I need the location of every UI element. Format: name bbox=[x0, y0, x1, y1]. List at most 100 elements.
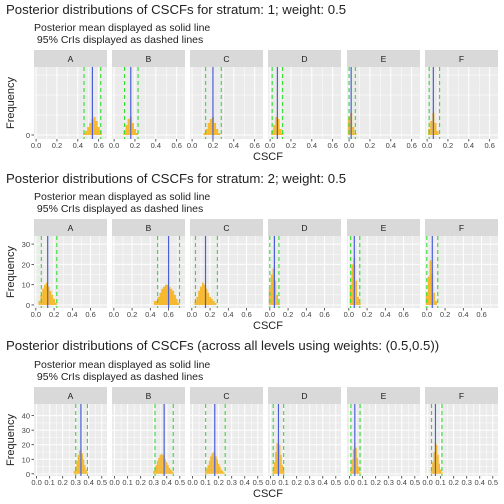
facet-strip-label: F bbox=[459, 54, 464, 64]
histogram-bar bbox=[223, 472, 225, 474]
x-tick-label: 0.4 bbox=[397, 478, 407, 487]
facet-strip-label: A bbox=[68, 391, 74, 401]
histogram-bar bbox=[272, 469, 274, 474]
histogram-bar bbox=[204, 470, 207, 474]
x-tick-label: 0.0 bbox=[31, 478, 41, 487]
histogram-bar bbox=[275, 117, 278, 135]
facet-strip-label: F bbox=[459, 223, 464, 233]
facet-panel-bg bbox=[347, 67, 420, 139]
chart-block-2: Posterior distributions of CSCFs for str… bbox=[5, 171, 498, 332]
chart-block-3: Posterior distributions of CSCFs (across… bbox=[5, 338, 498, 500]
x-tick-label: 0.6 bbox=[406, 141, 416, 150]
histogram-bar bbox=[435, 300, 437, 305]
histogram-bar bbox=[162, 454, 164, 474]
facet-strip-label: B bbox=[146, 223, 152, 233]
histogram-bar bbox=[358, 466, 360, 474]
facet-strip bbox=[347, 387, 420, 404]
x-axis-label: CSCF bbox=[253, 320, 283, 332]
histogram-bar bbox=[219, 466, 221, 474]
histogram-bar bbox=[127, 119, 130, 135]
x-tick-label: 0.1 bbox=[357, 478, 367, 487]
facet-strip bbox=[190, 387, 263, 404]
histogram-bar bbox=[203, 284, 206, 305]
histogram-bar bbox=[205, 129, 208, 135]
histogram-bar bbox=[131, 123, 134, 135]
facet-panel-B: B 0.0 0.2 0.4 0.6 bbox=[109, 50, 185, 150]
histogram-bar bbox=[164, 459, 167, 474]
histogram-bar bbox=[159, 454, 161, 474]
facet-strip bbox=[425, 50, 498, 67]
x-tick-label: 0.0 bbox=[344, 478, 354, 487]
chart-title: Posterior distributions of CSCFs for str… bbox=[6, 171, 346, 186]
chart-title: Posterior distributions of CSCFs for str… bbox=[6, 2, 346, 17]
x-tick-label: 0.5 bbox=[331, 478, 341, 487]
histogram-bar bbox=[153, 470, 155, 474]
histogram-bar bbox=[425, 292, 428, 305]
histogram-bar bbox=[210, 298, 213, 305]
y-tick-label: 0 bbox=[26, 301, 30, 310]
facet-panel-A: A 0.0 0.2 0.4 0.6 0 10 20 30 bbox=[22, 219, 107, 319]
facet-panel-bg bbox=[34, 404, 107, 476]
histogram-bar bbox=[93, 117, 96, 135]
y-axis-label: Frequency bbox=[5, 246, 17, 298]
histogram-bar bbox=[135, 133, 139, 135]
x-tick-label: 0.3 bbox=[461, 478, 471, 487]
x-tick-label: 0.2 bbox=[52, 141, 62, 150]
x-tick-label: 0.6 bbox=[398, 310, 408, 319]
x-tick-label: 0.0 bbox=[31, 310, 41, 319]
chart-subtitle-line: Posterior mean displayed as solid line bbox=[34, 22, 210, 34]
histogram-bar bbox=[51, 294, 54, 305]
histogram-bar bbox=[351, 264, 354, 305]
x-tick-label: 0.5 bbox=[97, 478, 107, 487]
x-tick-label: 0.3 bbox=[383, 478, 393, 487]
histogram-bar bbox=[206, 468, 208, 474]
facet-panel-E: E 0.0 0.2 0.4 0.6 bbox=[344, 219, 420, 319]
histogram-bar bbox=[38, 300, 41, 305]
chart-block-1: Posterior distributions of CSCFs for str… bbox=[5, 2, 498, 163]
facet-strip-label: C bbox=[223, 391, 229, 401]
facet-strip-label: A bbox=[68, 223, 74, 233]
histogram-bar bbox=[279, 129, 282, 135]
x-tick-label: 0.4 bbox=[67, 310, 77, 319]
facet-panel-C: C 0.0 0.2 0.4 0.6 bbox=[187, 219, 263, 319]
histogram-bar bbox=[352, 449, 355, 474]
x-tick-label: 0.6 bbox=[476, 310, 486, 319]
facet-strip bbox=[425, 219, 498, 236]
facet-strip-label: B bbox=[146, 54, 152, 64]
y-tick-label: 0 bbox=[26, 131, 30, 140]
histogram-bar bbox=[198, 290, 201, 305]
x-tick-label: 0.4 bbox=[151, 141, 161, 150]
histogram-bar bbox=[85, 469, 87, 474]
facet-strip bbox=[347, 50, 420, 67]
x-tick-label: 0.4 bbox=[84, 478, 94, 487]
facet-panel-F: F 0.0 0.1 0.2 0.3 0.4 0.5 bbox=[422, 387, 498, 487]
histogram-bar bbox=[45, 282, 48, 305]
facet-panel-F: F 0.0 0.2 0.4 0.6 bbox=[422, 219, 498, 319]
histogram-bar bbox=[277, 119, 280, 135]
x-tick-label: 0.6 bbox=[327, 141, 337, 150]
facet-strip bbox=[268, 219, 341, 236]
chart-subtitle-line: Posterior mean displayed as solid line bbox=[34, 359, 210, 371]
histogram-bar bbox=[436, 131, 439, 135]
x-tick-label: 0.0 bbox=[265, 310, 275, 319]
facet-panel-B: B 0.0 0.2 0.4 0.6 bbox=[109, 219, 185, 319]
histogram-bar bbox=[78, 450, 81, 474]
x-tick-label: 0.4 bbox=[380, 310, 390, 319]
x-tick-label: 0.0 bbox=[422, 141, 432, 150]
chart-subtitle-line: 95% CrIs displayed as dashed lines bbox=[34, 203, 203, 215]
facet-strip bbox=[112, 387, 185, 404]
x-tick-label: 0.2 bbox=[443, 141, 453, 150]
x-tick-label: 0.0 bbox=[265, 478, 275, 487]
facet-strip-label: E bbox=[381, 223, 387, 233]
histogram-bar bbox=[439, 469, 442, 474]
x-tick-label: 0.0 bbox=[109, 141, 119, 150]
histogram-bar bbox=[215, 456, 217, 474]
histogram-bar bbox=[216, 459, 219, 474]
histogram-bar bbox=[196, 296, 199, 305]
histogram-bar bbox=[212, 452, 215, 474]
histogram-bar bbox=[275, 452, 277, 474]
facet-strip bbox=[268, 50, 341, 67]
histogram-bar bbox=[95, 121, 98, 135]
histogram-bar bbox=[272, 268, 275, 305]
